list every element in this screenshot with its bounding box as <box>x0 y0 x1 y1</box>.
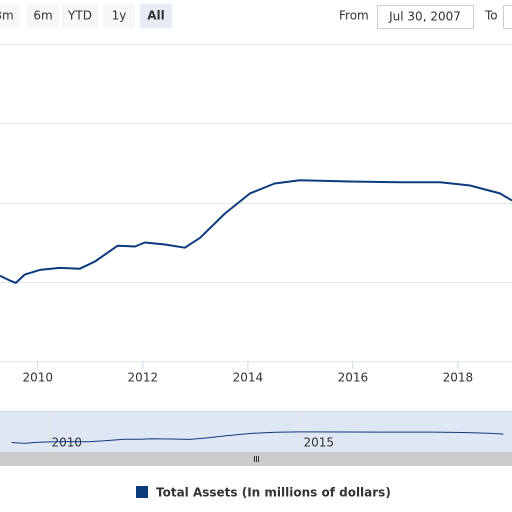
range-button[interactable] <box>103 4 135 28</box>
to-input[interactable] <box>503 5 512 29</box>
legend-swatch <box>136 486 148 498</box>
navigator-mask <box>0 411 512 452</box>
to-label: To <box>484 9 498 23</box>
range-button-label[interactable]: 1y <box>112 9 127 23</box>
range-button[interactable] <box>27 4 59 28</box>
x-tick-label: 2012 <box>128 371 159 385</box>
range-button-label[interactable]: YTD <box>67 9 92 23</box>
from-label: From <box>339 9 369 23</box>
series-line <box>0 179 512 284</box>
legend-label[interactable]: Total Assets (In millions of dollars) <box>156 486 391 500</box>
range-button[interactable] <box>62 4 98 28</box>
range-button-label[interactable]: 6m <box>33 9 52 23</box>
x-tick-label: 2010 <box>23 371 54 385</box>
x-tick-label: 2018 <box>443 371 474 385</box>
x-tick-label: 2014 <box>233 371 264 385</box>
range-button[interactable] <box>140 4 172 28</box>
from-input[interactable] <box>377 5 474 29</box>
range-button[interactable] <box>0 4 20 28</box>
from-value[interactable]: Jul 30, 2007 <box>388 10 461 24</box>
navigator-line <box>11 431 504 444</box>
range-button-label[interactable]: All <box>147 9 165 23</box>
navigator-tick-label: 2010 <box>52 436 83 450</box>
x-tick-label: 2016 <box>338 371 369 385</box>
scrollbar-grip <box>254 456 259 462</box>
range-button-label[interactable]: 3m <box>0 9 14 23</box>
navigator-tick-label: 2015 <box>304 436 335 450</box>
